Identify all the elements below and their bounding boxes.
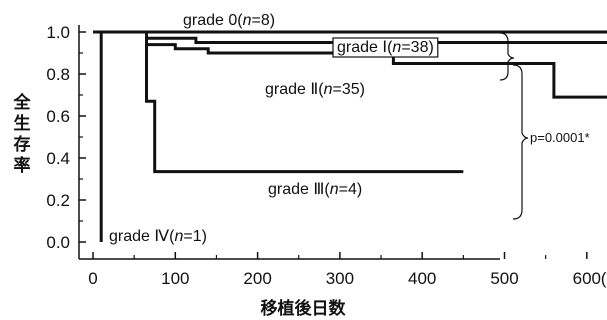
series-label-grade-1: grade Ⅰ(n=38) [337,39,434,56]
bracket-grade1 [499,32,515,81]
y-tick-label: 1.0 [46,23,70,42]
y-tick-label: 0.4 [46,149,70,168]
x-ticks: 0 100 200 300 400 500 600(日) [88,252,607,288]
series-label-grade-2: grade Ⅱ(n=35) [265,81,365,98]
x-unit-label: (日) [601,269,607,288]
y-ticks: 0.0 0.2 0.4 0.6 0.8 1.0 [46,23,86,252]
x-tick-label: 600 [573,269,601,288]
p-value-annotation: p=0.0001* [530,130,590,145]
x-tick-label: 200 [243,269,271,288]
x-tick-label: 300 [326,269,354,288]
bracket-grade2-3 [512,64,529,220]
grade-1-label-bg [333,38,438,57]
y-axis-label: 全生存率 [13,92,32,175]
y-tick-label: 0.8 [46,65,70,84]
x-tick-label: 500 [490,269,518,288]
x-tick-label: 100 [161,269,189,288]
y-tick-label: 0.6 [46,107,70,126]
grade-1-label-box [332,37,439,58]
series-label-grade-3: grade Ⅲ(n=4) [268,181,362,198]
series-lines [93,30,607,242]
x-axis-label: 移植後日数 [261,298,347,318]
line-grade-4 [93,30,103,242]
line-grade-3 [93,30,464,174]
series-labels: grade 0(n=8) grade Ⅰ(n=38) grade Ⅱ(n=35) gr… [109,12,439,245]
y-tick-label: 0.0 [46,233,70,252]
series-label-grade-4: grade Ⅳ(n=1) [109,228,207,245]
x-tick-label: 0 [88,269,97,288]
series-label-grade-0: grade 0(n=8) [183,12,275,29]
x-tick-label: 400 [408,269,436,288]
y-tick-label: 0.2 [46,191,70,210]
